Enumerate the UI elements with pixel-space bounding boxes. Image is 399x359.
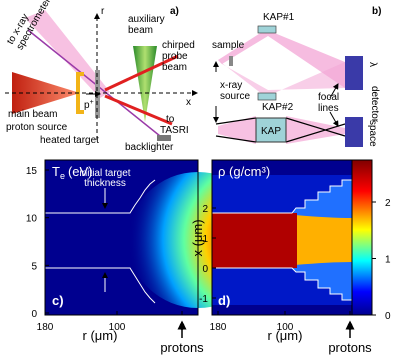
aux-label: auxiliary beam <box>128 14 165 36</box>
solid-density <box>212 213 297 268</box>
text-sub: e <box>60 171 65 181</box>
sample-shape <box>229 56 233 66</box>
panel-d: ρ (g/cm³) d) r (μm) protons <box>211 159 373 355</box>
tick-label: 180 <box>37 322 54 333</box>
annotation: initial target thickness <box>79 168 130 189</box>
focal-arrow <box>329 83 339 99</box>
detector-shape <box>345 56 363 90</box>
tick-label: 5 <box>31 261 37 272</box>
text-line: beam <box>162 62 187 73</box>
text-line: initial target <box>79 168 130 179</box>
tick-label: -1 <box>199 294 208 305</box>
target-label: heated target <box>40 135 99 146</box>
proton-source-label: proton source <box>6 122 68 133</box>
focal-label: focal lines <box>318 92 339 114</box>
target-boundary <box>45 267 156 304</box>
boundary-line <box>212 179 352 214</box>
tick-label: 0 <box>179 322 185 333</box>
quantity-label: ρ (g/cm³) <box>218 164 270 179</box>
r-label: r <box>101 6 105 17</box>
colorbar <box>351 159 373 316</box>
text-line: thickness <box>84 178 126 189</box>
text-line: to <box>166 114 175 125</box>
sample-label: sample <box>212 40 245 51</box>
text-line: lines <box>318 103 339 114</box>
kap1-label: KAP#1 <box>263 12 295 23</box>
kap-label: KAP <box>261 126 281 137</box>
panel-a: to x-rayspectrometer r x auxiliary beam a… <box>5 0 198 153</box>
source-label: x-ray source <box>220 80 250 102</box>
boundary-line <box>212 267 352 301</box>
text-line: beam <box>128 25 153 36</box>
reflected-beam <box>218 32 345 88</box>
reflected-beam <box>218 60 345 94</box>
tasri-beam-shape <box>104 94 173 126</box>
probe-beam-shape <box>104 54 179 92</box>
kap2-crystal <box>257 92 277 101</box>
ray-lines <box>215 117 346 143</box>
protons-label: protons <box>328 340 372 355</box>
plot-frame <box>44 159 199 316</box>
x-axis-title: r (μm) <box>268 328 303 343</box>
space-label: space <box>367 120 378 147</box>
kap-box <box>255 117 287 143</box>
detector-shape <box>345 117 363 147</box>
tick-label: 0 <box>347 322 353 333</box>
middle-axis-title: x (μm) <box>190 219 205 256</box>
target-boundary <box>45 179 156 214</box>
main-beam-label: main beam <box>8 109 57 120</box>
tick-label: 2 <box>385 198 391 209</box>
text-line: focal <box>318 92 339 103</box>
panel-b: KAP#1 b) sample x-ray source KAP#2 λ dete… <box>212 6 381 147</box>
main-beam-shape <box>12 72 80 114</box>
panel-label: c) <box>52 293 64 308</box>
backlighter-shape <box>157 135 171 141</box>
tick-label: 180 <box>210 322 227 333</box>
tick-label: 2 <box>202 204 208 215</box>
tasri-label: to TASRI <box>160 114 189 136</box>
tick-label: 0 <box>385 311 391 322</box>
protons-label: protons <box>160 340 204 355</box>
kap1-crystal <box>257 25 277 34</box>
quantity-label: Te (eV) <box>52 164 93 181</box>
detector-label: detector <box>369 86 380 123</box>
probe-label: chirped probe beam <box>162 40 195 73</box>
spectrometer-beam <box>25 10 110 98</box>
tick-label: 0 <box>31 309 37 320</box>
lambda-label: λ <box>367 62 378 67</box>
text-line: TASRI <box>160 125 189 136</box>
text-line: x-ray <box>220 80 242 91</box>
tick-label: 100 <box>277 322 294 333</box>
text-line: p <box>84 100 90 111</box>
expanding-core <box>295 215 352 265</box>
text-line: (eV) <box>68 164 93 179</box>
x-axis-title: r (μm) <box>83 328 118 343</box>
text-line: chirped <box>162 40 195 51</box>
tick-label: 10 <box>26 214 38 225</box>
backlighter-label: backlighter <box>125 142 174 153</box>
text-line: auxiliary <box>128 14 165 25</box>
text-sup: + <box>90 99 94 106</box>
auxiliary-beam-shape <box>133 46 157 122</box>
panel-label: a) <box>170 6 179 17</box>
focal-arrow <box>329 111 339 127</box>
tick-label: 100 <box>109 322 126 333</box>
tick-label: 15 <box>26 166 38 177</box>
tick-label: 0 <box>202 264 208 275</box>
kap2-label: KAP#2 <box>262 102 294 113</box>
panel-label: d) <box>218 293 230 308</box>
proton-label: p+ <box>84 99 94 111</box>
text-line: probe <box>162 51 188 62</box>
tick-label: 1 <box>385 255 391 266</box>
text-line: source <box>220 91 250 102</box>
panel-label: b) <box>372 6 381 17</box>
lower-beam <box>218 116 256 144</box>
text-line: T <box>52 164 60 179</box>
tick-label: 1 <box>202 234 208 245</box>
x-label: x <box>186 97 191 108</box>
